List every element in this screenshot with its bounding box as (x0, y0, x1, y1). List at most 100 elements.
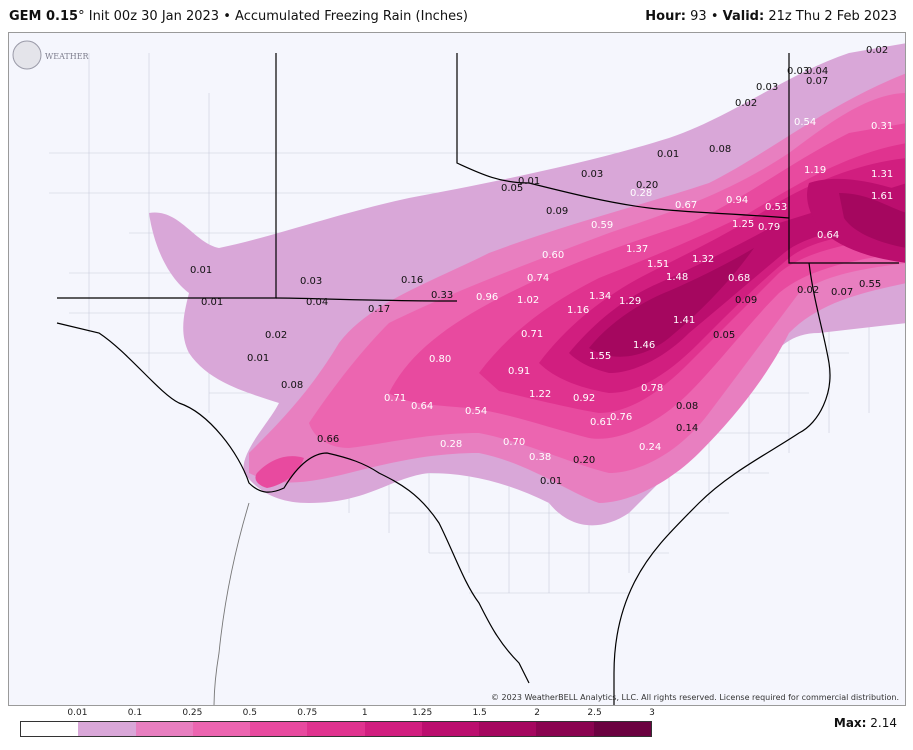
value-label: 0.05 (501, 183, 523, 194)
value-label: 0.01 (540, 476, 562, 487)
value-label: 1.34 (589, 291, 611, 302)
max-label: Max: (833, 716, 867, 730)
map-panel: 0.02 0.03 0.04 0.03 0.07 0.02 0.54 0.31 0.01 0.08… (8, 32, 906, 706)
copyright-notice: © 2023 WeatherBELL Analytics, LLC. All r… (491, 693, 899, 702)
value-label: 0.53 (765, 202, 787, 213)
colorbar-tick-label: 1.5 (472, 708, 487, 718)
colorbar-labels: 0.01 0.1 0.25 0.5 0.75 1 1.25 1.5 2 2.5 3 (20, 708, 655, 720)
value-label: 0.38 (529, 452, 551, 463)
value-label: 0.17 (368, 304, 390, 315)
value-label: 0.78 (641, 383, 663, 394)
value-label: 0.76 (610, 412, 632, 423)
value-label: 0.91 (508, 366, 530, 377)
colorbar-swatch (307, 722, 365, 736)
value-label: 0.71 (521, 329, 543, 340)
value-label: 0.01 (201, 297, 223, 308)
colorbar-tick-label: 0.75 (297, 708, 318, 718)
colorbar-swatch (479, 722, 537, 736)
colorbar-swatch (21, 722, 79, 736)
colorbar-swatch (78, 722, 136, 736)
colorbar-tick-label: 3 (649, 708, 655, 718)
value-label: 0.79 (758, 222, 780, 233)
value-label: 0.70 (503, 437, 525, 448)
colorbar-swatch (421, 722, 480, 736)
colorbar-swatch (364, 722, 422, 736)
value-label: 1.19 (804, 165, 826, 176)
forecast-time: Hour: 93 • Valid: 21z Thu 2 Feb 2023 (645, 9, 897, 24)
colorbar-tick-label: 0.5 (242, 708, 257, 718)
degree-symbol: ° (78, 9, 85, 24)
precip-shading (149, 43, 905, 526)
value-label: 1.51 (647, 259, 669, 270)
value-label: 0.71 (384, 393, 406, 404)
value-label: 0.03 (787, 66, 809, 77)
value-labels: 0.020.030.040.030.070.020.54 0.310.01 0.08… (190, 45, 893, 487)
value-label: 0.02 (866, 45, 888, 56)
value-label: 0.01 (247, 353, 269, 364)
colorbar-tick-label: 2 (534, 708, 540, 718)
value-label: 1.48 (666, 272, 688, 283)
value-label: 0.54 (794, 117, 816, 128)
value-label: 0.31 (871, 121, 893, 132)
value-label: 1.25 (732, 219, 754, 230)
freezing-rain-map: 0.020.030.040.030.070.020.54 0.310.01 0.08… (49, 43, 905, 705)
value-label: 1.02 (517, 295, 539, 306)
value-label: 0.02 (265, 330, 287, 341)
value-label: 1.55 (589, 351, 611, 362)
colorbar-tick-label: 1 (361, 708, 368, 718)
weatherbell-logo-icon: WEATHERBELL (12, 40, 89, 70)
product-name: Accumulated Freezing Rain (Inches) (235, 9, 468, 24)
max-value: Max: 2.14 (834, 716, 897, 730)
time-bullet: • (710, 9, 719, 24)
colorbar-tick-label: 1.25 (412, 708, 433, 718)
colorbar (20, 721, 652, 737)
value-label: 0.08 (281, 380, 303, 391)
title-bullet: • (223, 9, 231, 24)
value-label: 1.61 (871, 191, 893, 202)
value-label: 0.66 (317, 434, 339, 445)
colorbar-tick-label: 0.01 (67, 708, 88, 718)
value-label: 0.01 (190, 265, 212, 276)
colorbar-swatch (135, 722, 193, 736)
value-label: 0.68 (728, 273, 750, 284)
valid-value: 21z Thu 2 Feb 2023 (768, 9, 897, 24)
hour-value: 93 (690, 9, 707, 24)
header: GEM 0.15° Init 00z 30 Jan 2023 • Accumul… (0, 0, 913, 32)
colorbar-tick-label: 2.5 (587, 708, 602, 718)
value-label: 0.09 (735, 295, 757, 306)
value-label: 0.96 (476, 292, 498, 303)
map-title: GEM 0.15° Init 00z 30 Jan 2023 • Accumul… (9, 9, 468, 24)
colorbar-swatch (536, 722, 594, 736)
value-label: 0.64 (411, 401, 433, 412)
valid-label: Valid: (722, 9, 765, 24)
value-label: 0.09 (546, 206, 568, 217)
value-label: 0.80 (429, 354, 451, 365)
value-label: 0.08 (676, 401, 698, 412)
value-label: 0.20 (573, 455, 595, 466)
colorbar-tick-label: 0.1 (127, 708, 143, 718)
value-label: 0.08 (709, 144, 731, 155)
value-label: 1.37 (626, 244, 648, 255)
max-number: 2.14 (870, 716, 897, 730)
value-label: 0.54 (465, 406, 487, 417)
value-label: 1.41 (673, 315, 695, 326)
value-label: 0.55 (859, 279, 881, 290)
colorbar-tick-label: 0.25 (182, 708, 203, 718)
value-label: 0.03 (300, 276, 322, 287)
value-label: 0.59 (591, 220, 613, 231)
hour-label: Hour: (645, 9, 686, 24)
logo-text: WEATHERBELL (45, 52, 89, 61)
colorbar-swatch (593, 722, 651, 736)
value-label: 0.74 (527, 273, 549, 284)
value-label: 1.22 (529, 389, 551, 400)
value-label: 1.29 (619, 296, 641, 307)
value-label: 0.03 (756, 82, 778, 93)
mexico-border (213, 502, 250, 705)
value-label: 0.02 (797, 285, 819, 296)
value-label: 0.60 (542, 250, 564, 261)
value-label: 1.46 (633, 340, 655, 351)
value-label: 0.14 (676, 423, 698, 434)
value-label: 0.28 (440, 439, 462, 450)
value-label: 0.07 (831, 287, 853, 298)
value-label: 0.94 (726, 195, 748, 206)
